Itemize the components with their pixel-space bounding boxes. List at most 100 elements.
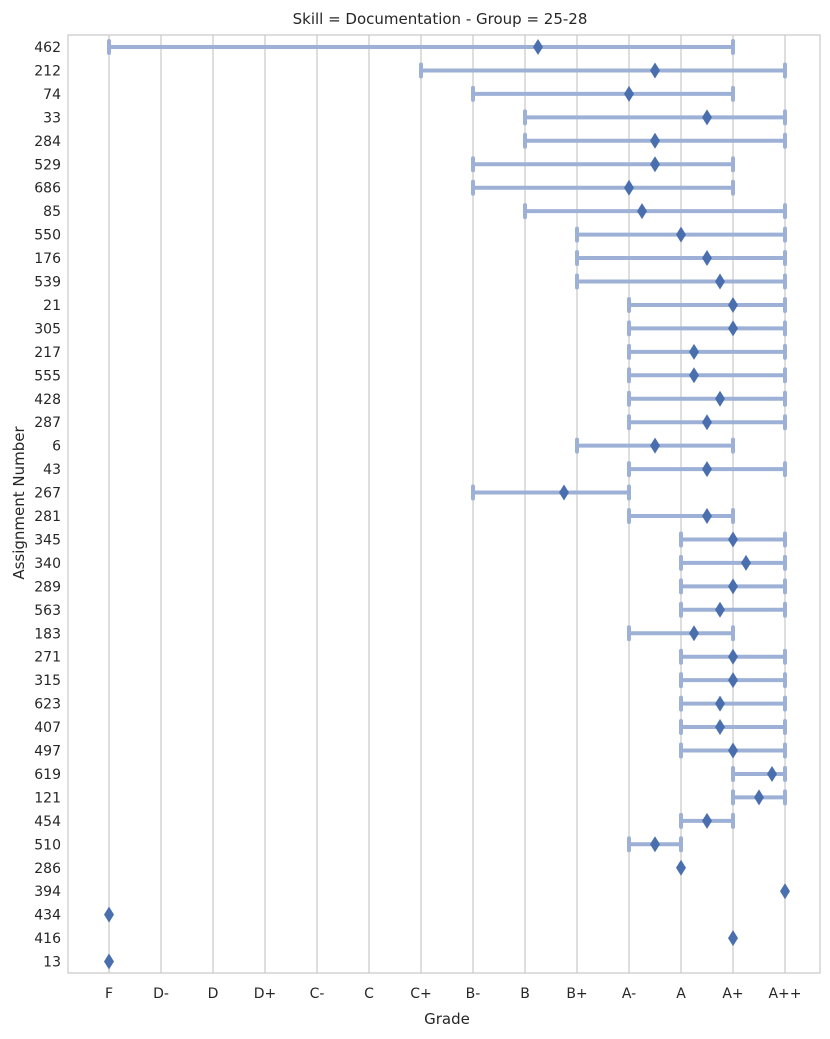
assignment-row-619	[731, 765, 787, 782]
y-tick-labels: 462 212 74 33 284 529 686 85 550 176 539 21 305 217 55…	[34, 40, 61, 971]
point-marker	[715, 390, 725, 407]
point-marker	[702, 461, 712, 478]
y-tick-label: 287	[34, 415, 61, 431]
point-marker	[650, 437, 660, 454]
chart-title: Skill = Documentation - Group = 25-28	[293, 10, 588, 28]
y-axis-label: Assignment Number	[10, 425, 28, 579]
point-marker	[702, 508, 712, 524]
y-tick-label: 434	[34, 908, 61, 924]
y-tick-label: 305	[34, 321, 61, 337]
y-tick-label: 286	[34, 861, 61, 877]
point-marker	[676, 859, 686, 876]
y-tick-label: 183	[34, 626, 61, 642]
y-tick-label: 416	[34, 931, 61, 947]
y-tick-label: 497	[34, 744, 61, 760]
assignment-row-284	[523, 132, 787, 149]
assignment-row-462	[107, 39, 735, 55]
assignment-row-121	[731, 789, 787, 806]
assignment-row-345	[679, 531, 787, 548]
point-marker	[650, 62, 660, 79]
y-tick-label: 315	[34, 673, 61, 689]
x-tick-label: B+	[566, 986, 587, 1002]
assignment-row-555	[627, 367, 787, 384]
assignment-row-563	[679, 601, 787, 618]
assignment-row-428	[627, 390, 787, 407]
point-marker	[702, 250, 712, 267]
y-tick-label: 345	[34, 532, 61, 548]
point-marker	[689, 343, 699, 360]
assignment-row-550	[575, 226, 787, 243]
x-tick-label: A-	[622, 986, 636, 1002]
y-tick-label: 217	[34, 345, 61, 361]
point-marker	[624, 179, 634, 196]
plot-frame	[67, 34, 821, 974]
point-marker	[728, 320, 738, 337]
point-marker	[689, 367, 699, 384]
y-tick-label: 21	[43, 298, 61, 314]
y-tick-label: 13	[43, 955, 61, 971]
y-tick-label: 407	[34, 720, 61, 736]
assignment-row-212	[419, 62, 787, 79]
assignment-row-176	[575, 250, 787, 267]
x-tick-label: A++	[768, 986, 801, 1002]
y-tick-label: 428	[34, 392, 61, 408]
point-marker	[650, 156, 660, 173]
assignment-row-529	[471, 156, 735, 173]
assignment-row-416	[728, 930, 738, 947]
assignment-row-315	[679, 672, 787, 689]
point-marker	[728, 930, 738, 947]
assignment-row-43	[627, 461, 787, 478]
x-tick-label: C+	[410, 986, 432, 1002]
assignment-row-454	[679, 812, 735, 829]
point-marker	[637, 203, 647, 220]
y-tick-label: 686	[34, 181, 61, 197]
point-marker	[650, 836, 660, 853]
point-marker	[715, 601, 725, 618]
y-tick-label: 267	[34, 486, 61, 502]
y-tick-label: 121	[34, 790, 61, 806]
y-tick-label: 85	[43, 204, 61, 220]
y-tick-label: 510	[34, 837, 61, 853]
y-tick-label: 6	[52, 439, 61, 455]
y-tick-label: 271	[34, 650, 61, 666]
y-tick-label: 176	[34, 251, 61, 267]
point-marker	[702, 109, 712, 126]
y-tick-label: 74	[43, 87, 61, 103]
point-marker	[104, 953, 114, 970]
y-tick-label: 289	[34, 579, 61, 595]
point-marker	[650, 132, 660, 149]
assignment-row-286	[676, 859, 686, 876]
y-tick-label: 555	[34, 368, 61, 384]
point-marker	[728, 648, 738, 665]
y-tick-label: 563	[34, 603, 61, 619]
assignment-row-281	[627, 508, 735, 524]
assignment-row-497	[679, 742, 787, 759]
y-tick-label: 550	[34, 228, 61, 244]
assignment-row-510	[627, 836, 683, 853]
x-tick-label: C	[364, 986, 374, 1002]
assignment-row-13	[104, 953, 114, 970]
y-tick-label: 284	[34, 134, 61, 150]
point-marker	[780, 883, 790, 900]
y-tick-label: 454	[34, 814, 61, 830]
point-marker	[728, 578, 738, 595]
x-tick-label: B	[520, 986, 530, 1002]
x-tick-label: D+	[254, 986, 277, 1002]
point-marker	[715, 273, 725, 290]
point-marker	[702, 812, 712, 829]
assignment-row-271	[679, 648, 787, 665]
point-marker	[728, 672, 738, 689]
point-marker	[559, 484, 569, 501]
assignment-row-287	[627, 414, 787, 431]
y-tick-label: 619	[34, 767, 61, 783]
x-tick-labels: F D- D D+ C- C C+ B- B B+ A- A A+ A++	[105, 986, 802, 1002]
x-tick-label: D	[208, 986, 219, 1002]
point-marker	[715, 719, 725, 736]
x-tick-label: A	[676, 986, 686, 1002]
assignment-row-539	[575, 273, 787, 290]
assignment-row-85	[523, 203, 787, 220]
assignment-row-21	[627, 296, 787, 313]
assignment-row-305	[627, 320, 787, 337]
point-marker	[728, 742, 738, 759]
